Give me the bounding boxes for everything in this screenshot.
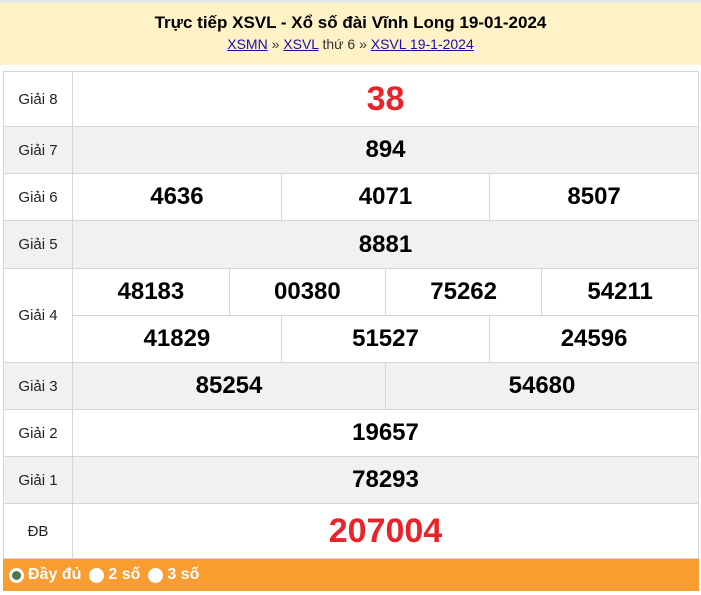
results-table: Giải 8 38 Giải 7 894 Giải 6 4636 4071 8507… [3, 71, 699, 559]
breadcrumb-separator: » [359, 36, 367, 52]
prize-number: 38 [72, 71, 699, 127]
breadcrumb-date-link[interactable]: XSVL 19-1-2024 [370, 36, 474, 52]
top-bar [0, 0, 701, 3]
prize-label: Giải 5 [3, 220, 73, 269]
prize-number: 8507 [489, 174, 698, 220]
prize-number: 75262 [384, 269, 542, 315]
special-prize-number: 207004 [72, 503, 699, 559]
prize-number: 00380 [228, 269, 386, 315]
option-label: Đầy đủ [28, 566, 82, 583]
prize-number: 19657 [72, 409, 699, 457]
option-2-digits[interactable]: 2 số [89, 566, 140, 584]
breadcrumb: XSMN » XSVL thứ 6 » XSVL 19-1-2024 [0, 36, 701, 52]
breadcrumb-separator: » [271, 36, 280, 52]
prize-number: 894 [72, 126, 699, 174]
prize-number: 54211 [541, 269, 698, 315]
breadcrumb-day: thứ 6 [322, 36, 356, 52]
prize-number: 85254 [73, 363, 386, 409]
prize-label: Giải 7 [3, 126, 73, 174]
prize-number: 51527 [280, 315, 490, 362]
page-title: Trực tiếp XSVL - Xổ số đài Vĩnh Long 19-… [154, 13, 547, 32]
option-label: 3 số [167, 566, 200, 583]
prize-number: 48183 [117, 278, 185, 305]
radio-icon[interactable] [148, 567, 164, 583]
prize-number: 4636 [150, 183, 204, 210]
prize-label: ĐB [3, 503, 73, 559]
prize-label: Giải 8 [3, 71, 73, 127]
prize-number: 24596 [489, 315, 698, 362]
prize-number: 8881 [72, 220, 699, 269]
prize-label: Giải 6 [3, 173, 73, 221]
prize-label: Giải 2 [3, 409, 73, 457]
prize-number: 4071 [280, 174, 490, 220]
option-label: 2 số [108, 566, 141, 583]
option-3-digits[interactable]: 3 số [148, 566, 199, 584]
prize-number: 41829 [143, 325, 211, 352]
prize-label: Giải 3 [3, 362, 73, 410]
prize-number: 78293 [72, 456, 699, 504]
prize-number: 54680 [385, 363, 698, 409]
display-options: Đầy đủ 2 số 3 số [3, 559, 699, 591]
prize-label: Giải 4 [3, 268, 73, 363]
breadcrumb-xsvl-link[interactable]: XSVL [283, 36, 319, 52]
breadcrumb-xsmn-link[interactable]: XSMN [227, 36, 268, 52]
radio-icon[interactable] [89, 567, 105, 583]
prize-label: Giải 1 [3, 456, 73, 504]
option-full[interactable]: Đầy đủ [9, 566, 81, 584]
header: Trực tiếp XSVL - Xổ số đài Vĩnh Long 19-… [0, 3, 701, 65]
radio-selected-icon[interactable] [9, 567, 24, 583]
